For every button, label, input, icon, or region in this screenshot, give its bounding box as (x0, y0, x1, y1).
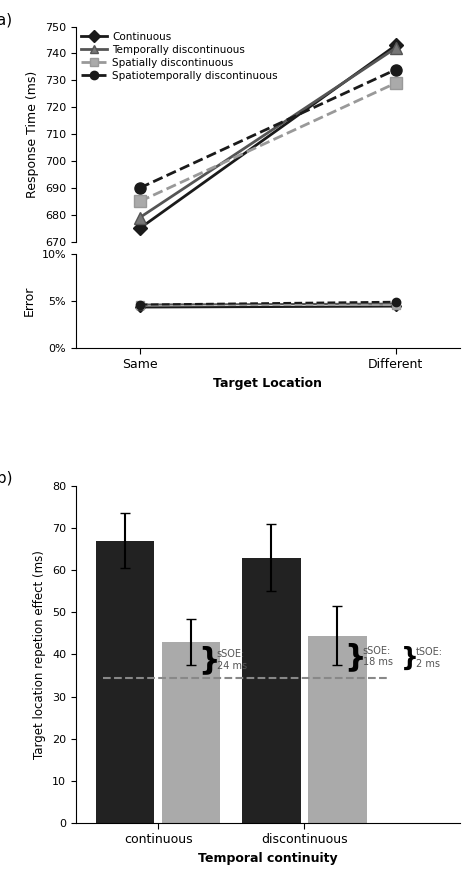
X-axis label: Target Location: Target Location (213, 377, 322, 389)
Temporally discontinuous (137, 212, 143, 223)
Bar (308, 635, 366, 823)
Y-axis label: Response Time (ms): Response Time (ms) (27, 71, 39, 197)
Text: sSOE:
18 ms: sSOE: 18 ms (363, 646, 393, 667)
Text: (a): (a) (0, 12, 12, 27)
Spatially discontinuous (393, 78, 399, 88)
Line: Spatially discontinuous: Spatially discontinuous (134, 78, 401, 207)
Temporally discontinuous (393, 42, 399, 53)
Spatiotemporally discontinuous (393, 65, 399, 75)
Text: (b): (b) (0, 471, 13, 486)
Y-axis label: Target location repetion effect (ms): Target location repetion effect (ms) (34, 550, 46, 759)
X-axis label: Temporal continuity: Temporal continuity (198, 852, 337, 865)
Text: sSOE:
24 ms: sSOE: 24 ms (217, 649, 247, 671)
Line: Spatiotemporally discontinuous: Spatiotemporally discontinuous (134, 64, 401, 194)
Bar (242, 558, 301, 823)
Text: tSOE:
2 ms: tSOE: 2 ms (416, 647, 443, 669)
Y-axis label: Error: Error (23, 286, 36, 316)
Spatially discontinuous (137, 196, 143, 207)
Line: Temporally discontinuous: Temporally discontinuous (134, 42, 401, 223)
Text: }: } (401, 646, 419, 670)
Text: }: } (198, 645, 220, 674)
Legend: Continuous, Temporally discontinuous, Spatially discontinuous, Spatiotemporally : Continuous, Temporally discontinuous, Sp… (81, 32, 278, 81)
Text: }: } (345, 643, 366, 671)
Bar (96, 541, 155, 823)
Spatiotemporally discontinuous (137, 182, 143, 193)
Bar (162, 642, 220, 823)
